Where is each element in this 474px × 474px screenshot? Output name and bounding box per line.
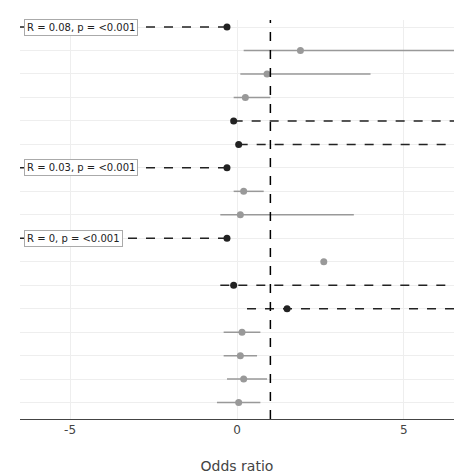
svg-text:Odds ratio: Odds ratio xyxy=(201,458,274,474)
svg-text:0: 0 xyxy=(233,423,241,437)
svg-text:5: 5 xyxy=(400,423,408,437)
svg-text:R = 0.08, p = <0.001: R = 0.08, p = <0.001 xyxy=(27,22,135,33)
svg-text:R = 0.03, p = <0.001: R = 0.03, p = <0.001 xyxy=(27,162,135,173)
svg-text:-5: -5 xyxy=(64,423,76,437)
svg-text:R = 0, p = <0.001: R = 0, p = <0.001 xyxy=(27,233,120,244)
